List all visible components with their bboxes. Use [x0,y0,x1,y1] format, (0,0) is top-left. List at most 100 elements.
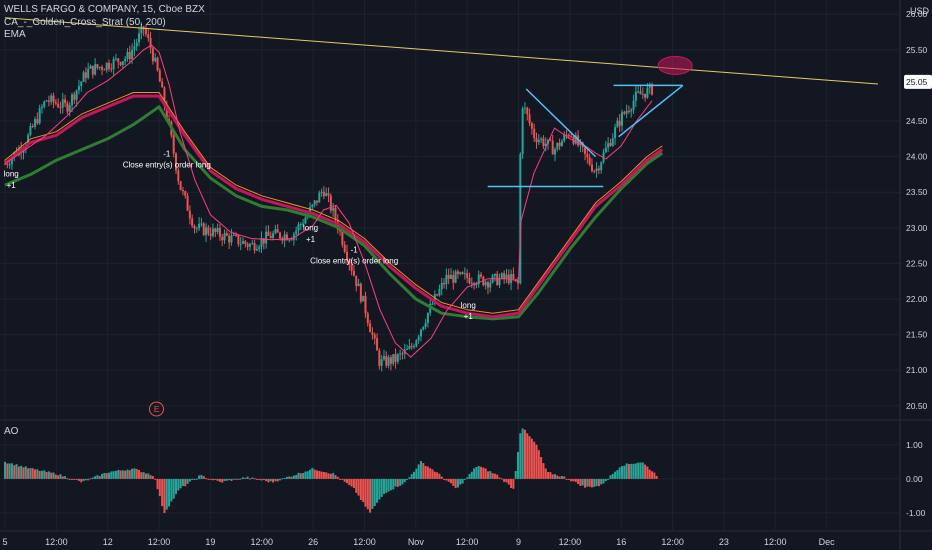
candle-body [641,93,644,95]
ao-tick-label: 0.00 [906,474,923,484]
candle-body [295,230,298,235]
ao-bar [6,463,9,479]
candle-body [68,105,71,112]
ao-bar [112,471,115,479]
ao-bar [419,460,422,479]
candle-body [651,84,654,95]
strategy-legend[interactable]: CA_-_Golden_Cross_Strat (50, 200) [4,17,166,28]
candle-body [616,120,619,128]
candle-body [556,142,559,150]
candle-body [36,119,39,124]
candle-body [503,273,506,279]
ao-bar [646,466,649,479]
ao-bar [614,471,617,479]
candle-body [431,303,434,305]
ao-bar [480,466,483,479]
candle-body [221,236,224,241]
candle-body [346,251,349,260]
ao-bar [651,471,654,479]
current-price-label: 25.05 [906,77,928,87]
candle-body [299,223,302,225]
candle-body [267,231,270,236]
ao-bar [29,468,32,479]
symbol-title[interactable]: WELLS FARGO & COMPANY, 15, Cboe BZX [4,4,205,15]
ao-bar [450,478,453,484]
candle-body [480,274,483,277]
ao-bar [71,478,74,480]
candle-body [523,107,526,109]
ao-bar [267,478,270,483]
candle-body [382,356,385,360]
y-tick-label: 20.50 [906,401,928,411]
ao-bar [376,478,379,503]
candle-body [410,346,413,348]
candle-body [639,91,642,95]
candle-body [364,295,367,314]
ao-bar [77,478,80,481]
ao-bar [364,478,367,507]
ao-bar [165,478,168,510]
candle-body [630,109,633,112]
ao-bar [530,438,533,479]
candle-body [246,243,249,247]
candle-body [637,91,640,93]
ao-bar [117,469,120,479]
candle-body [124,58,127,62]
candle-body [255,249,258,251]
candle-body [597,168,600,171]
candle-body [510,274,513,284]
strategy-annotation: Close entry(s) order long [310,256,398,265]
ao-bar [600,478,603,485]
ao-bar [482,467,485,479]
candle-body [424,323,427,327]
candle-body [530,123,533,129]
candle-body [278,232,281,239]
ao-bar [634,463,637,479]
ao-bar [433,471,436,479]
ao-bar [489,471,492,479]
candle-body [646,87,649,98]
ao-bar [15,464,18,479]
candle-body [329,195,332,211]
ao-histogram [4,428,658,513]
candle-body [107,62,110,69]
candle-body [242,241,245,244]
ao-bar [496,474,499,479]
ao-bar [503,478,506,482]
ao-legend[interactable]: AO [4,426,19,437]
candle-body [251,243,254,245]
candle-body [433,294,436,304]
ao-bar [406,478,409,480]
y-tick-label: 26.00 [906,9,928,19]
ao-bar [34,469,37,479]
candle-body [121,61,124,65]
candle-body [214,228,217,232]
candle-body [350,263,353,271]
x-tick-label: 19 [205,537,215,547]
candle-body [260,238,263,247]
candle-body [311,204,314,208]
strategy-annotation: Close entry(s) order long [123,160,211,169]
ao-bar [260,478,263,481]
candle-body [258,246,261,250]
ao-bar [73,478,76,480]
candle-body [4,163,6,165]
ema-legend[interactable]: EMA [4,29,26,40]
ao-bar [96,475,99,479]
price-series [4,21,664,372]
ao-bar [209,478,212,480]
ao-bar [230,478,233,481]
ao-bar [262,478,265,481]
ao-bar [359,478,362,501]
candle-body [526,107,529,115]
candle-body [77,85,80,91]
candle-body [315,200,318,203]
currency-label: USD [909,6,929,16]
ao-bar [581,478,584,486]
ao-bar [519,433,522,479]
candle-body [625,110,628,114]
ao-bar [290,476,293,479]
candle-body [426,312,429,324]
candle-body [584,147,587,154]
